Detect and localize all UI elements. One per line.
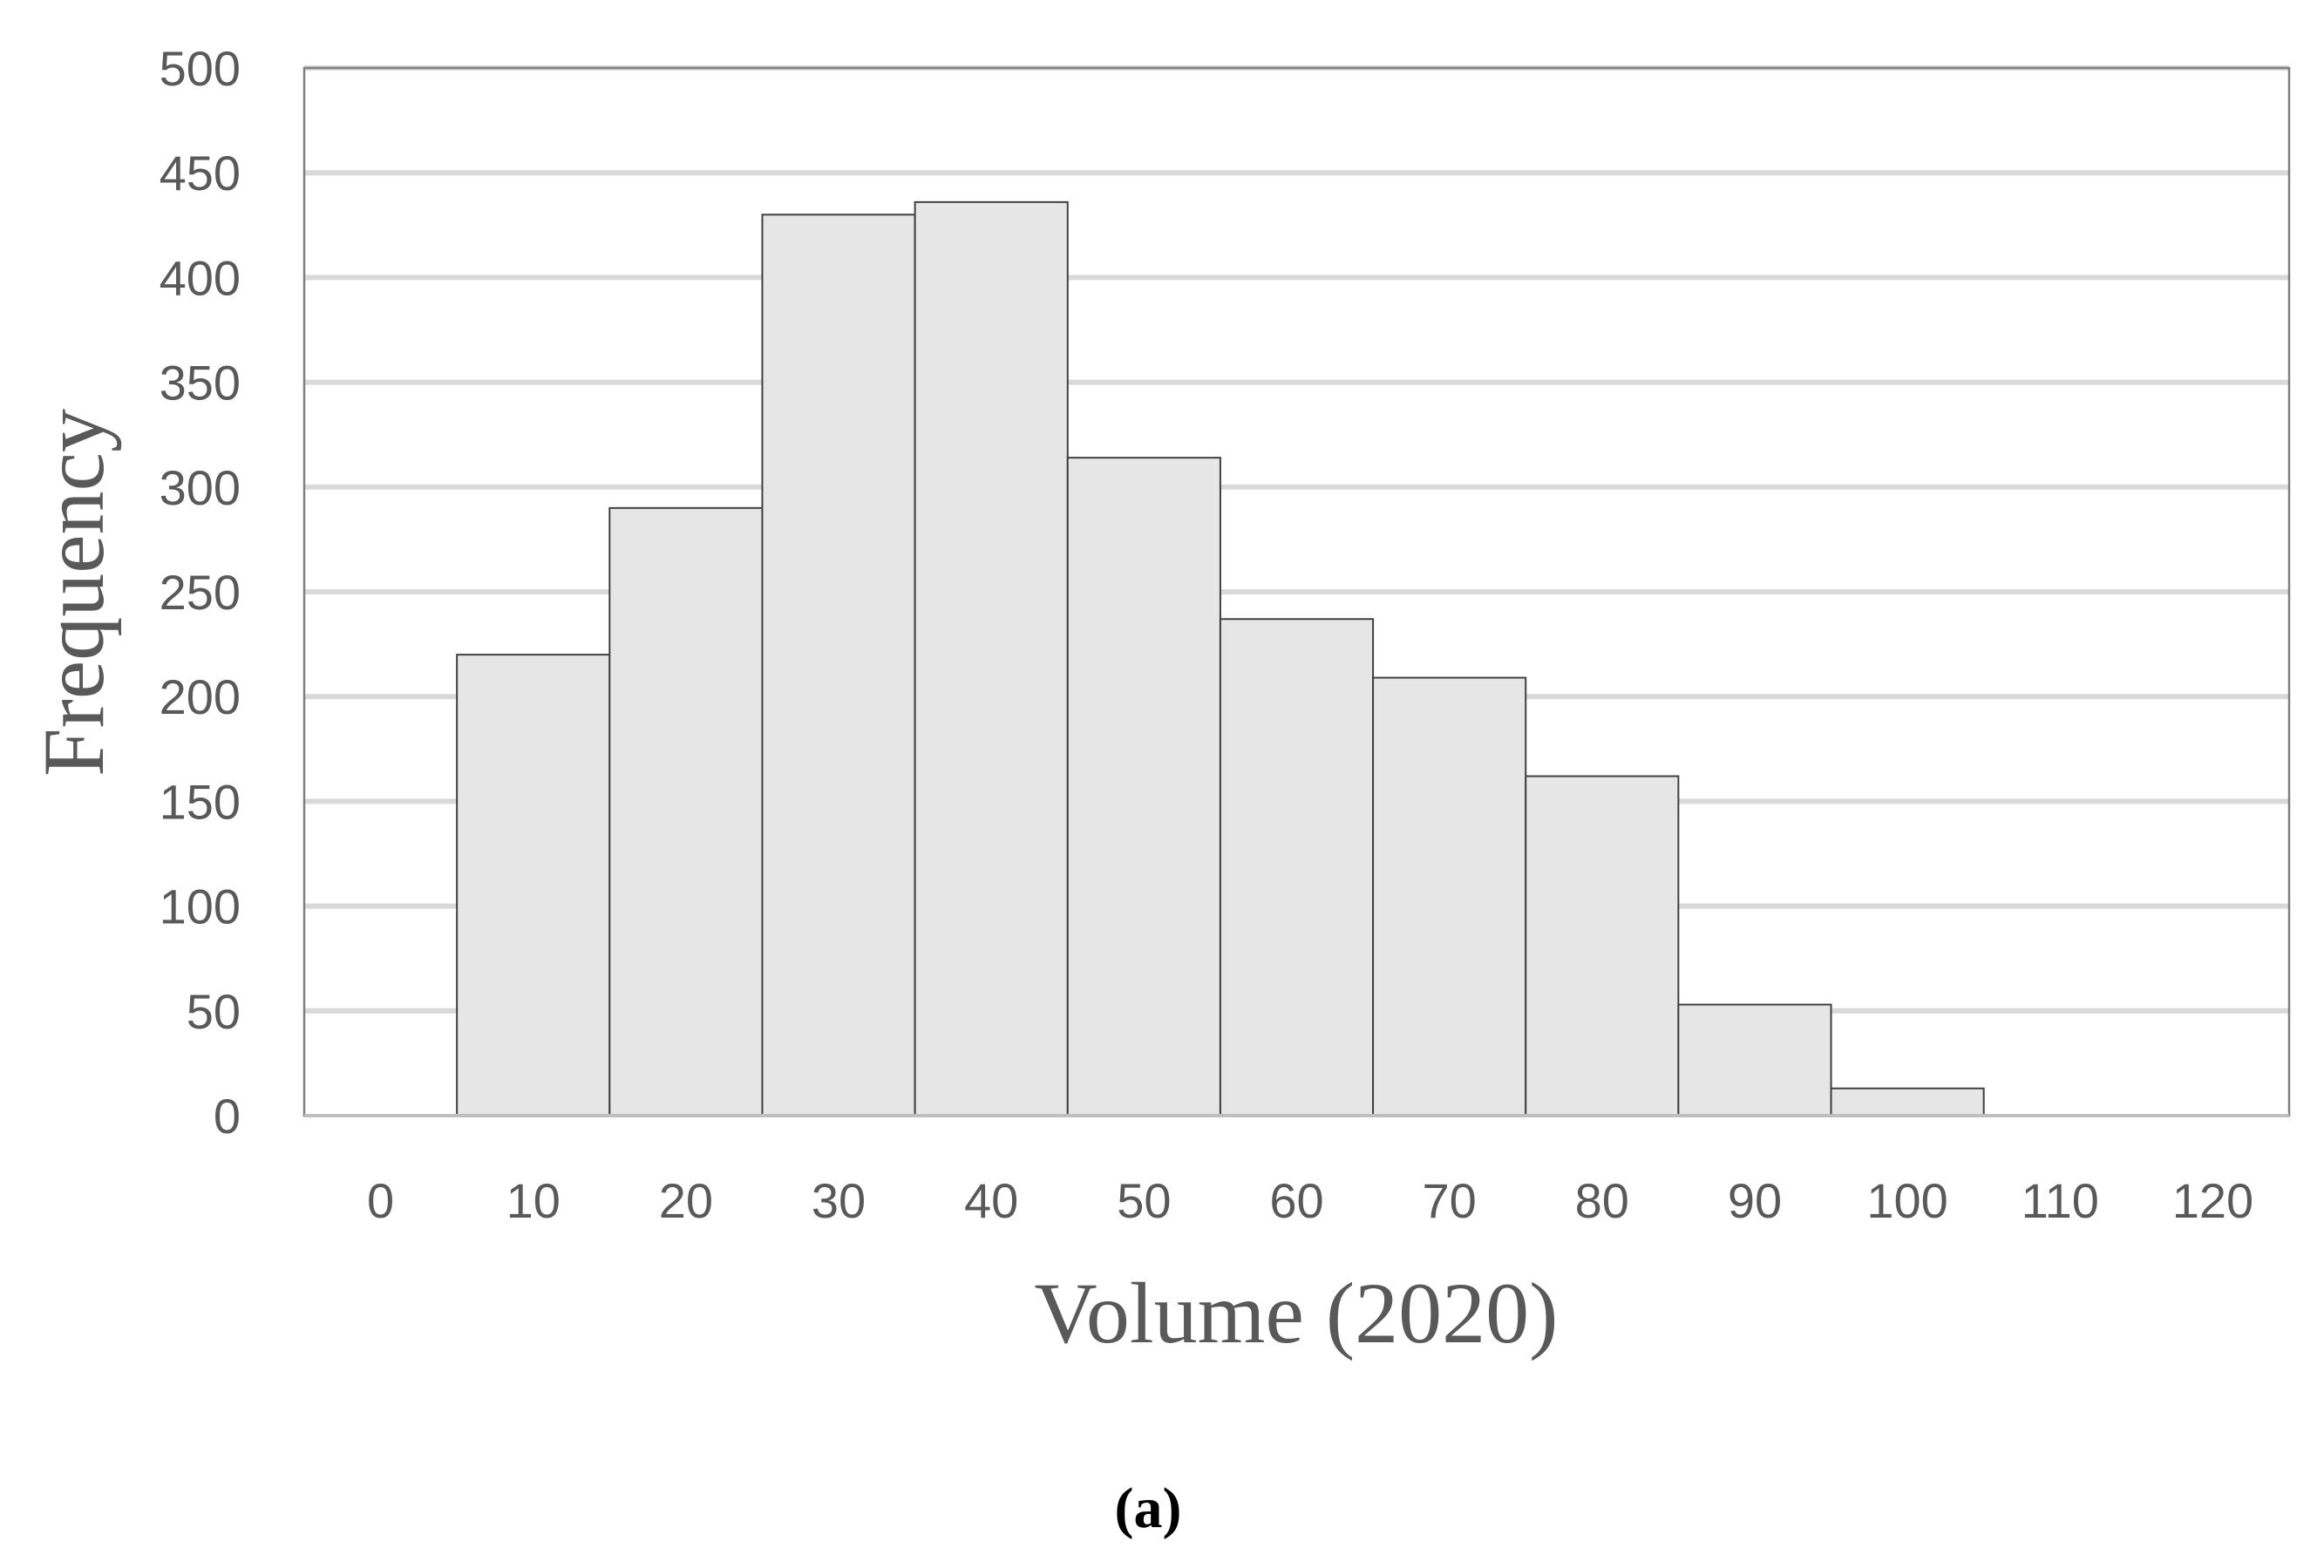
x-tick-label: 30 — [812, 1173, 866, 1228]
y-tick-label: 200 — [160, 669, 241, 724]
bar-30 — [761, 214, 916, 1117]
bar-20 — [608, 506, 764, 1117]
y-tick-label: 500 — [160, 41, 241, 96]
y-tick-label: 0 — [214, 1089, 241, 1144]
x-tick-label: 40 — [964, 1173, 1018, 1228]
bar-60 — [1219, 618, 1375, 1117]
bar-90 — [1677, 1003, 1832, 1117]
x-tick-label: 0 — [367, 1173, 394, 1228]
y-tick-label: 350 — [160, 356, 241, 411]
x-tick-label: 20 — [659, 1173, 713, 1228]
bar-10 — [456, 654, 611, 1117]
x-tick-label: 10 — [506, 1173, 561, 1228]
bar-80 — [1525, 775, 1680, 1117]
x-tick-label: 90 — [1728, 1173, 1782, 1228]
y-tick-label: 400 — [160, 250, 241, 305]
x-tick-labels: 0 10 20 30 40 50 60 70 80 90 100 110 120 — [367, 1173, 2253, 1228]
y-tick-label: 300 — [160, 460, 241, 515]
y-tick-label: 450 — [160, 146, 241, 200]
x-tick-label: 110 — [2022, 1173, 2099, 1228]
x-tick-label: 100 — [1866, 1173, 1947, 1228]
x-axis-title: Volume (2020) — [1035, 1265, 1559, 1361]
x-tick-label: 80 — [1575, 1173, 1629, 1228]
y-tick-label: 50 — [187, 984, 241, 1039]
x-tick-label: 70 — [1423, 1173, 1477, 1228]
figure-caption: (a) — [1115, 1476, 1182, 1540]
bar-40 — [914, 200, 1069, 1117]
y-tick-label: 150 — [160, 774, 241, 829]
x-tick-label: 50 — [1117, 1173, 1171, 1228]
y-axis-title: Frequency — [25, 409, 122, 777]
y-tick-label: 250 — [160, 565, 241, 620]
y-tick-label: 100 — [160, 879, 241, 934]
bar-50 — [1066, 457, 1221, 1117]
bar-100 — [1830, 1087, 1985, 1117]
bar-70 — [1372, 676, 1527, 1117]
y-tick-labels: 0 50 100 150 200 250 300 350 400 450 500 — [160, 41, 241, 1144]
x-tick-label: 60 — [1269, 1173, 1323, 1228]
bars — [456, 200, 1985, 1117]
x-tick-label: 120 — [2172, 1173, 2253, 1228]
